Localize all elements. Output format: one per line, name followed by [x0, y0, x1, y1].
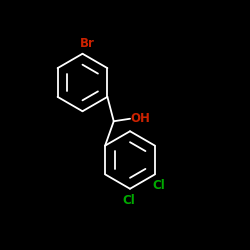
- Text: OH: OH: [131, 112, 150, 125]
- Text: Br: Br: [80, 37, 95, 50]
- Text: Cl: Cl: [122, 194, 135, 207]
- Text: Cl: Cl: [152, 180, 165, 192]
